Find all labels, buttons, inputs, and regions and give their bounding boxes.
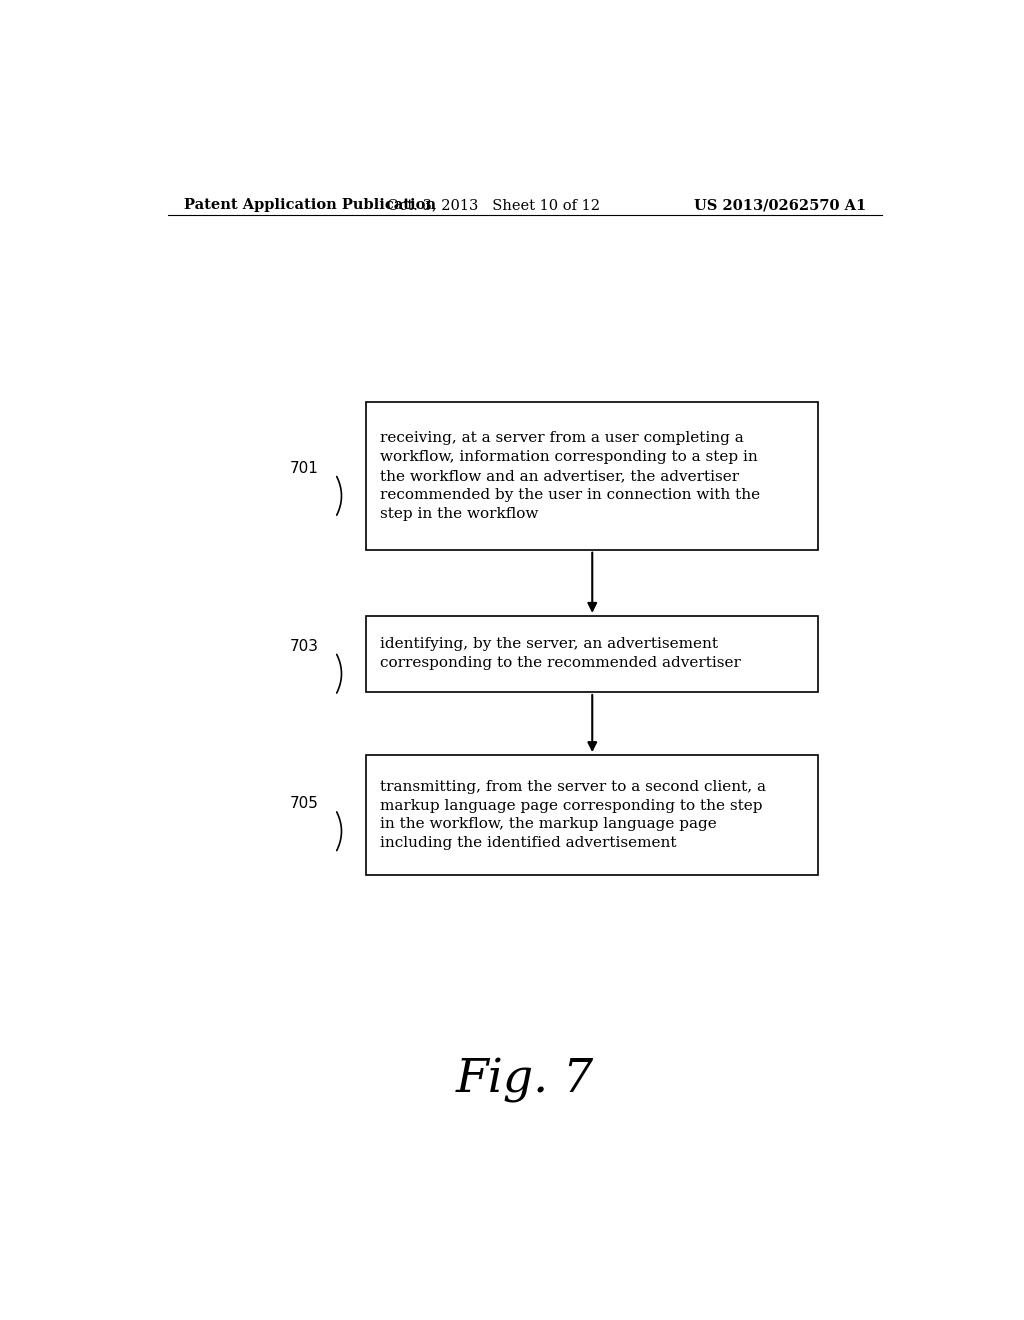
Text: identifying, by the server, an advertisement
corresponding to the recommended ad: identifying, by the server, an advertise… — [380, 638, 741, 671]
Text: US 2013/0262570 A1: US 2013/0262570 A1 — [694, 198, 866, 213]
Text: Oct. 3, 2013   Sheet 10 of 12: Oct. 3, 2013 Sheet 10 of 12 — [386, 198, 600, 213]
Text: 701: 701 — [290, 461, 318, 477]
Text: Patent Application Publication: Patent Application Publication — [183, 198, 435, 213]
Bar — [367, 616, 818, 692]
Bar — [367, 755, 818, 875]
Text: receiving, at a server from a user completing a
workflow, information correspond: receiving, at a server from a user compl… — [380, 432, 761, 521]
Text: 705: 705 — [290, 796, 318, 812]
Text: 703: 703 — [290, 639, 318, 653]
Bar — [367, 403, 818, 549]
Text: transmitting, from the server to a second client, a
markup language page corresp: transmitting, from the server to a secon… — [380, 780, 766, 850]
Text: Fig. 7: Fig. 7 — [456, 1057, 594, 1104]
